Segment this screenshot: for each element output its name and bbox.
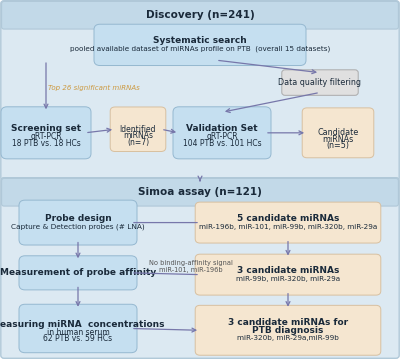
Text: Data quality filtering: Data quality filtering	[278, 78, 362, 87]
FancyBboxPatch shape	[195, 305, 381, 355]
Text: qRT-PCR: qRT-PCR	[30, 132, 62, 141]
Text: (n=5): (n=5)	[326, 141, 350, 150]
FancyBboxPatch shape	[19, 304, 137, 353]
FancyBboxPatch shape	[302, 108, 374, 158]
Text: miR-99b, miR-320b, miR-29a: miR-99b, miR-320b, miR-29a	[236, 276, 340, 281]
Text: Discovery (n=241): Discovery (n=241)	[146, 10, 254, 20]
Text: No binding-affinity signal
miR-101, miR-196b: No binding-affinity signal miR-101, miR-…	[149, 260, 233, 273]
Text: miR-196b, miR-101, miR-99b, miR-320b, miR-29a: miR-196b, miR-101, miR-99b, miR-320b, mi…	[199, 224, 377, 229]
FancyBboxPatch shape	[195, 202, 381, 243]
Text: Measurement of probe affinity: Measurement of probe affinity	[0, 268, 156, 278]
Text: 18 PTB vs. 18 HCs: 18 PTB vs. 18 HCs	[12, 139, 80, 148]
Text: pooled available dataset of miRNAs profile on PTB  (overall 15 datasets): pooled available dataset of miRNAs profi…	[70, 46, 330, 52]
FancyBboxPatch shape	[2, 1, 398, 29]
FancyBboxPatch shape	[173, 107, 271, 159]
Text: PTB diagnosis: PTB diagnosis	[252, 326, 324, 335]
Text: Candidate: Candidate	[317, 128, 359, 137]
FancyBboxPatch shape	[195, 254, 381, 295]
FancyBboxPatch shape	[19, 200, 137, 245]
Text: Identified: Identified	[120, 125, 156, 134]
Text: 3 candidate miRNAs for: 3 candidate miRNAs for	[228, 318, 348, 327]
Text: Capture & Detection probes (# LNA): Capture & Detection probes (# LNA)	[11, 223, 145, 230]
Text: Simoa assay (n=121): Simoa assay (n=121)	[138, 187, 262, 197]
Text: 104 PTB vs. 101 HCs: 104 PTB vs. 101 HCs	[183, 139, 261, 148]
FancyBboxPatch shape	[94, 24, 306, 65]
Text: 3 candidate miRNAs: 3 candidate miRNAs	[237, 266, 339, 275]
FancyBboxPatch shape	[1, 178, 399, 358]
FancyBboxPatch shape	[19, 256, 137, 290]
Text: Measuring miRNA  concentrations: Measuring miRNA concentrations	[0, 320, 165, 329]
FancyBboxPatch shape	[282, 70, 358, 95]
Text: Systematic search: Systematic search	[153, 36, 247, 46]
Text: miRNAs: miRNAs	[123, 131, 153, 140]
FancyBboxPatch shape	[2, 178, 398, 206]
Text: 5 candidate miRNAs: 5 candidate miRNAs	[237, 214, 339, 223]
Text: miRNAs: miRNAs	[322, 135, 354, 144]
Text: Probe design: Probe design	[45, 214, 111, 223]
Text: Top 26 significant miRNAs: Top 26 significant miRNAs	[48, 85, 140, 91]
FancyBboxPatch shape	[1, 1, 399, 181]
Text: in human serum: in human serum	[47, 328, 109, 337]
Text: qRT-PCR: qRT-PCR	[206, 132, 238, 141]
Text: miR-320b, miR-29a,miR-99b: miR-320b, miR-29a,miR-99b	[237, 335, 339, 341]
FancyBboxPatch shape	[1, 107, 91, 159]
Text: Validation Set: Validation Set	[186, 124, 258, 134]
Text: 62 PTB vs. 59 HCs: 62 PTB vs. 59 HCs	[44, 334, 112, 344]
FancyBboxPatch shape	[110, 107, 166, 151]
Text: Screening set: Screening set	[11, 124, 81, 134]
Text: (n=7): (n=7)	[127, 137, 149, 147]
